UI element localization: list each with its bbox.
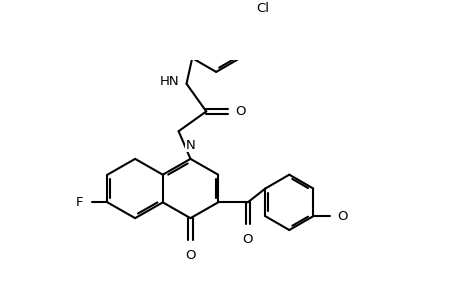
- Text: O: O: [242, 233, 252, 246]
- Text: O: O: [185, 249, 195, 262]
- Text: HN: HN: [159, 75, 179, 88]
- Text: O: O: [235, 105, 245, 118]
- Text: F: F: [76, 196, 84, 209]
- Text: N: N: [185, 139, 195, 152]
- Text: Cl: Cl: [255, 2, 269, 15]
- Text: O: O: [336, 210, 347, 223]
